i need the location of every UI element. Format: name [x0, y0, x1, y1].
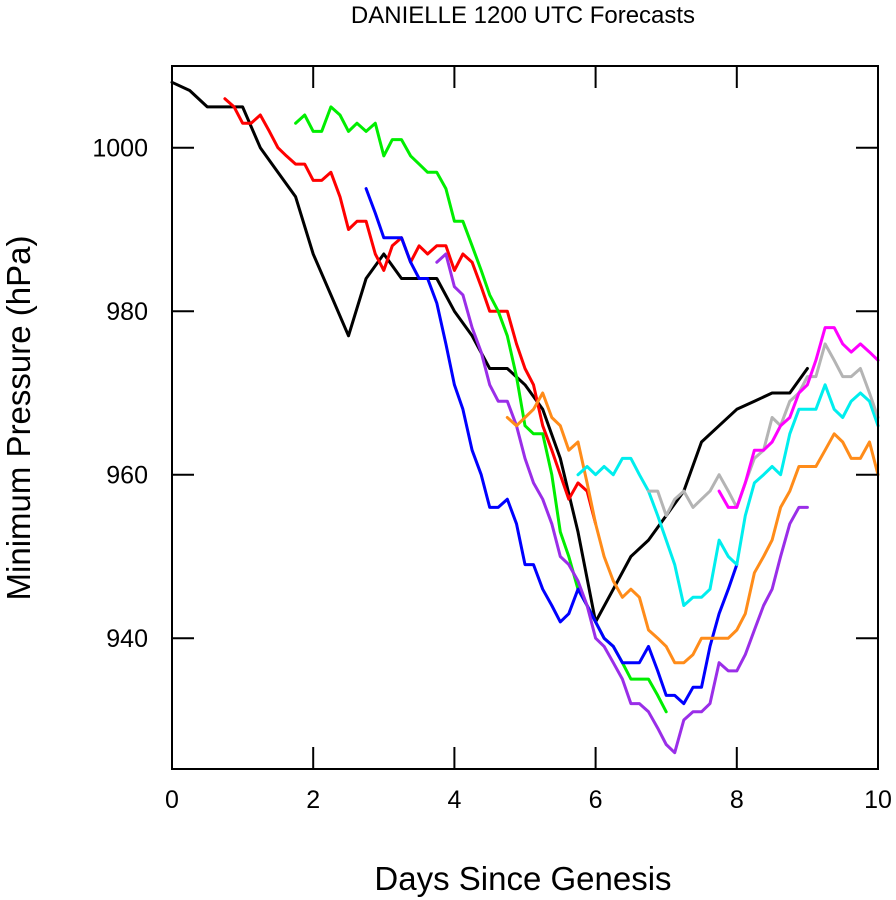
y-axis-label: Minimum Pressure (hPa)	[0, 236, 37, 601]
y-tick-label: 980	[106, 298, 148, 326]
series-line-6	[505, 391, 880, 665]
x-tick-label: 0	[165, 786, 179, 814]
x-axis-label: Days Since Genesis	[374, 860, 671, 897]
x-axis: 0 2 4 6 8 10	[165, 66, 892, 814]
series-line-2	[223, 97, 598, 526]
x-tick-label: 8	[730, 786, 744, 814]
series-line-9	[717, 326, 880, 509]
plot-series	[170, 80, 880, 755]
y-tick-label: 960	[106, 462, 148, 490]
series-line-7	[576, 383, 880, 607]
y-axis: 940 960 980 1000	[92, 135, 878, 653]
x-tick-label: 2	[306, 786, 320, 814]
x-tick-label: 10	[864, 786, 892, 814]
x-tick-label: 6	[589, 786, 603, 814]
series-line-1	[170, 80, 809, 624]
y-tick-label: 940	[106, 625, 148, 653]
chart-title: DANIELLE 1200 UTC Forecasts	[351, 2, 695, 29]
series-line-3	[294, 105, 668, 714]
y-tick-label: 1000	[92, 135, 148, 163]
x-tick-label: 4	[447, 786, 461, 814]
series-line-4	[364, 187, 739, 706]
plot-frame	[171, 65, 879, 770]
series-line-5	[435, 252, 809, 755]
